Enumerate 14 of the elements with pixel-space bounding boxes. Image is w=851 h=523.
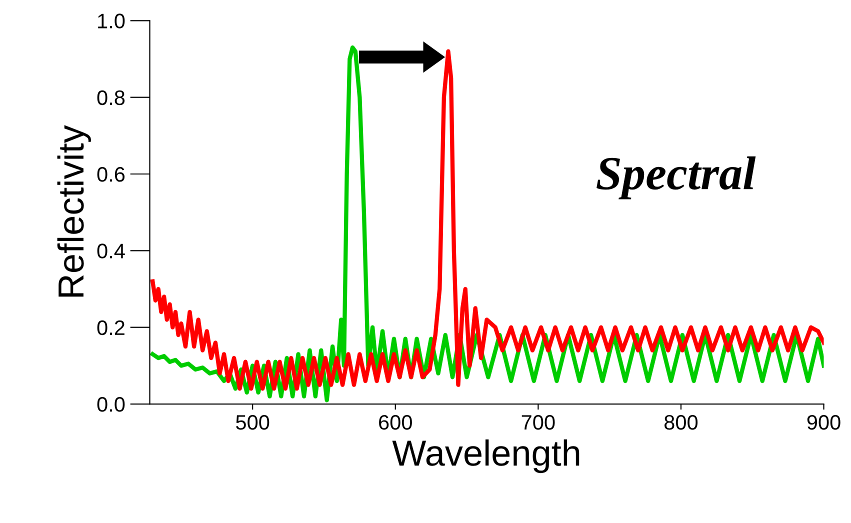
y-tick-label: 0.0 <box>97 397 125 412</box>
y-tick-label: 0.6 <box>97 167 125 182</box>
x-tick-label: 600 <box>379 414 412 430</box>
x-tick-label: 800 <box>664 414 698 430</box>
x-tick-label: 900 <box>807 414 840 430</box>
x-axis-title: Wavelength <box>392 439 580 474</box>
x-tick-label: 700 <box>522 414 555 430</box>
annotation: Spectral <box>596 156 756 200</box>
y-tick-label: 0.4 <box>97 244 125 258</box>
y-tick-label: 1.0 <box>98 14 125 28</box>
y-axis-title: Reflectivity <box>57 125 91 297</box>
y-tick-label: 0.2 <box>97 320 124 336</box>
x-tick-label: 500 <box>236 414 270 430</box>
y-tick-label: 0.8 <box>97 90 125 106</box>
